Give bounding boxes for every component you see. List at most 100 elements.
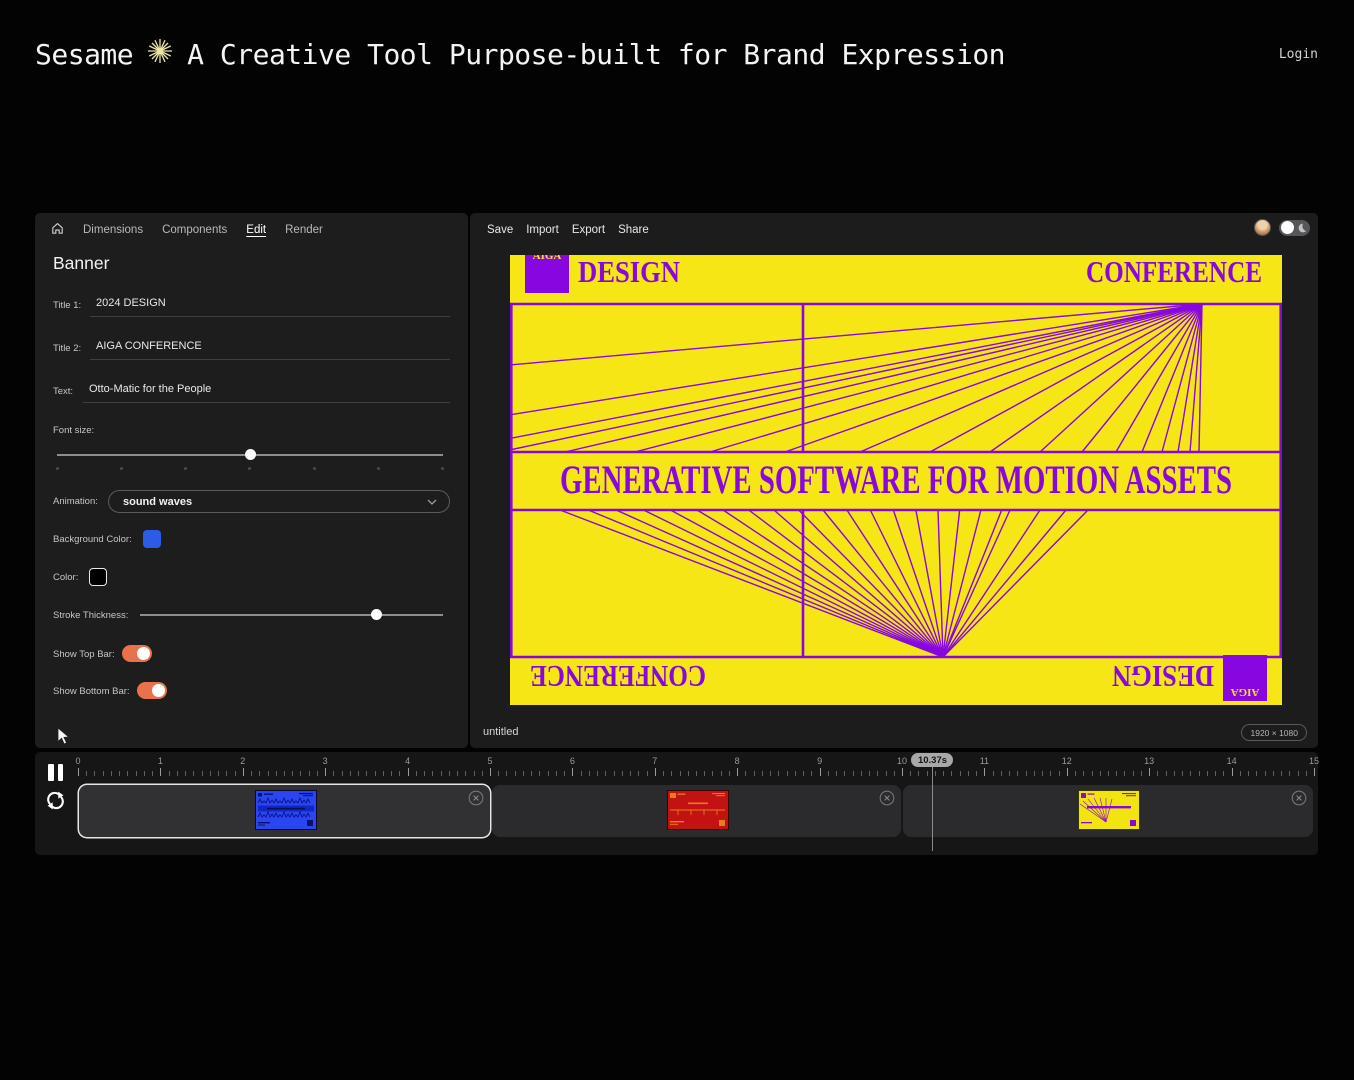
font-size-label: Font size: <box>53 425 95 436</box>
login-button[interactable]: Login <box>1278 47 1318 62</box>
background-color-swatch[interactable] <box>143 530 161 548</box>
ruler-number: 14 <box>1226 756 1237 766</box>
animation-value: sound waves <box>123 495 193 508</box>
theme-toggle[interactable] <box>1279 219 1310 236</box>
svg-text:AIGA: AIGA <box>1231 686 1260 698</box>
theme-toggle-knob <box>1280 221 1294 234</box>
nav-edit[interactable]: Edit <box>246 224 267 236</box>
avatar[interactable] <box>1254 219 1271 236</box>
moon-icon <box>1298 223 1306 232</box>
background-color-label: Background Color: <box>53 534 132 545</box>
svg-text:DESIGN: DESIGN <box>1112 659 1214 694</box>
clip-thumbnail-yellow[interactable] <box>1078 790 1140 830</box>
clip-thumbnail-blue[interactable] <box>255 790 317 830</box>
font-size-slider[interactable] <box>57 449 443 460</box>
title1-label: Title 1: <box>53 300 82 311</box>
clip-thumbnail-red[interactable] <box>667 790 729 830</box>
app-header: Sesame A Creative Tool Purpose-built for… <box>35 38 1318 71</box>
ruler-number: 7 <box>652 756 658 766</box>
save-button[interactable]: Save <box>487 224 514 236</box>
timeline-clip-2[interactable] <box>492 785 901 837</box>
animation-label: Animation: <box>53 496 98 507</box>
banner-title2: CONFERENCE <box>1086 255 1262 289</box>
app-title: Sesame A Creative Tool Purpose-built for… <box>35 38 1006 71</box>
text-label: Text: <box>53 386 74 397</box>
toggle-knob <box>137 647 150 660</box>
banner-title1: DESIGN <box>578 255 680 289</box>
aiga-logo-text: AIGA <box>533 255 562 262</box>
toggle-knob <box>152 684 165 697</box>
editor-panel: Dimensions Components Edit Render Banner… <box>35 213 468 748</box>
title1-input[interactable] <box>90 297 450 317</box>
ruler-number: 0 <box>75 756 81 766</box>
show-bottom-bar-toggle[interactable] <box>137 682 167 699</box>
playhead-time-badge[interactable]: 10.37s <box>911 753 954 767</box>
color-swatch[interactable] <box>89 568 107 586</box>
aiga-logo-square <box>525 255 569 293</box>
title2-input[interactable] <box>90 340 450 360</box>
stroke-thickness-slider[interactable] <box>140 609 443 620</box>
ruler-number: 9 <box>817 756 823 766</box>
ruler-number: 8 <box>734 756 740 766</box>
stroke-thickness-track <box>140 614 443 616</box>
filename-label: untitled <box>483 726 519 738</box>
aiga-logo-square-flipped <box>1223 655 1267 701</box>
ruler-number: 5 <box>487 756 493 766</box>
starburst-icon <box>147 38 173 71</box>
playhead-line[interactable] <box>931 765 934 851</box>
ruler-number: 3 <box>322 756 328 766</box>
timeline-clip-3[interactable] <box>903 785 1313 837</box>
banner-canvas: AIGA DESIGN CONFERENCE GENERATIVE SOFTWA… <box>510 255 1282 705</box>
ruler-number: 13 <box>1144 756 1155 766</box>
ray-pattern <box>510 303 1203 658</box>
close-icon[interactable] <box>879 790 895 811</box>
nav-components[interactable]: Components <box>162 224 228 236</box>
share-button[interactable]: Share <box>618 224 649 236</box>
ruler-number: 11 <box>979 756 990 766</box>
ruler-number: 10 <box>896 756 908 766</box>
grid-borders <box>510 302 1282 659</box>
brand-name: Sesame <box>35 38 134 71</box>
app-tagline: A Creative Tool Purpose-built for Brand … <box>187 38 1006 71</box>
ruler-number: 6 <box>569 756 575 766</box>
color-label: Color: <box>53 572 79 583</box>
export-button[interactable]: Export <box>571 224 606 236</box>
import-button[interactable]: Import <box>526 224 559 236</box>
title2-label: Title 2: <box>53 343 82 354</box>
font-size-ticks <box>56 467 444 470</box>
show-top-bar-label: Show Top Bar: <box>53 649 115 660</box>
stroke-thickness-thumb[interactable] <box>370 609 382 620</box>
banner-tagline: GENERATIVE SOFTWARE FOR MOTION ASSETS <box>560 457 1232 502</box>
timeline-clip-1[interactable] <box>79 785 490 837</box>
close-icon[interactable] <box>468 790 484 811</box>
ruler-number: 12 <box>1061 756 1072 766</box>
ruler-number: 4 <box>405 756 411 766</box>
preview-panel: Save Import Export Share <box>470 213 1318 748</box>
stroke-thickness-label: Stroke Thickness: <box>53 610 129 621</box>
editor-nav: Dimensions Components Edit Render <box>51 222 323 238</box>
preview-menu: Save Import Export Share <box>487 224 649 236</box>
font-size-thumb[interactable] <box>244 449 256 460</box>
banner-bottom-bar: AIGA DESIGN CONFERENCE <box>530 655 1267 701</box>
ruler-number: 1 <box>157 756 163 766</box>
page-title: Banner <box>53 253 110 273</box>
close-icon[interactable] <box>1291 790 1307 811</box>
loop-button[interactable] <box>45 790 66 816</box>
animation-select[interactable]: sound waves <box>108 490 450 513</box>
nav-render[interactable]: Render <box>285 224 323 236</box>
dimensions-badge: 1920 × 1080 <box>1241 724 1307 741</box>
timeline-panel: 0 1 2 3 4 5 6 7 8 9 10 11 12 13 14 15 <box>35 752 1320 855</box>
nav-dimensions[interactable]: Dimensions <box>83 224 144 236</box>
ruler-number: 2 <box>240 756 246 766</box>
show-top-bar-toggle[interactable] <box>122 645 152 662</box>
pause-button[interactable] <box>48 764 63 781</box>
chevron-down-icon <box>427 499 437 505</box>
show-bottom-bar-label: Show Bottom Bar: <box>53 686 130 697</box>
ruler-number: 15 <box>1308 756 1320 766</box>
mouse-cursor-icon <box>57 727 71 750</box>
home-icon[interactable] <box>51 222 64 238</box>
svg-text:CONFERENCE: CONFERENCE <box>530 659 706 694</box>
text-input[interactable] <box>83 383 450 403</box>
preview-actions <box>1254 219 1310 236</box>
